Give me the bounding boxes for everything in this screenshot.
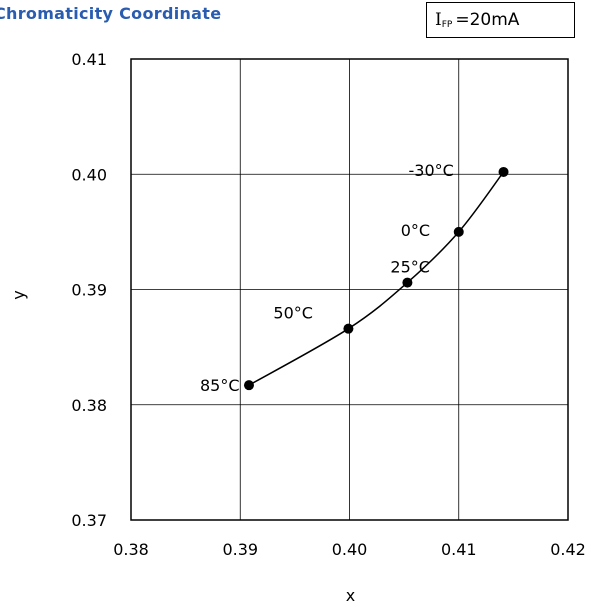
point-label: 25°C: [390, 258, 430, 277]
condition-box: I FP =20mA: [426, 2, 575, 38]
x-tick-label: 0.41: [441, 540, 477, 559]
x-tick-label: 0.39: [222, 540, 258, 559]
y-tick-label: 0.37: [71, 511, 107, 530]
data-point: [402, 277, 413, 288]
condition-value: =20mA: [455, 10, 520, 30]
x-tick-label: 0.42: [550, 540, 586, 559]
y-tick-label: 0.40: [71, 165, 107, 184]
condition-subscript: FP: [441, 20, 453, 30]
x-axis-label: x: [346, 586, 355, 605]
point-label: -30°C: [409, 161, 454, 180]
x-tick-label: 0.38: [113, 540, 149, 559]
point-labels: 85°C 50°C 25°C 0°C -30°C: [200, 161, 454, 395]
y-tick-labels: 0.41 0.40 0.39 0.38 0.37: [71, 50, 107, 530]
grid-lines: [131, 59, 568, 520]
series-line: [248, 171, 505, 386]
data-points: [243, 166, 509, 391]
plot-frame: [130, 58, 569, 521]
x-tick-label: 0.40: [332, 540, 368, 559]
data-point: [243, 380, 254, 391]
y-tick-label: 0.41: [71, 50, 107, 69]
chart-title: Chromaticity Coordinate: [0, 4, 222, 23]
data-point: [498, 166, 509, 177]
x-tick-labels: 0.38 0.39 0.40 0.41 0.42: [113, 540, 586, 559]
point-label: 50°C: [273, 304, 313, 323]
data-point: [453, 226, 464, 237]
point-label: 85°C: [200, 376, 240, 395]
point-label: 0°C: [401, 221, 430, 240]
condition-symbol: I: [435, 10, 442, 30]
y-axis-label: y: [9, 290, 28, 299]
y-tick-label: 0.38: [71, 396, 107, 415]
y-tick-label: 0.39: [71, 281, 107, 300]
data-point: [343, 323, 354, 334]
